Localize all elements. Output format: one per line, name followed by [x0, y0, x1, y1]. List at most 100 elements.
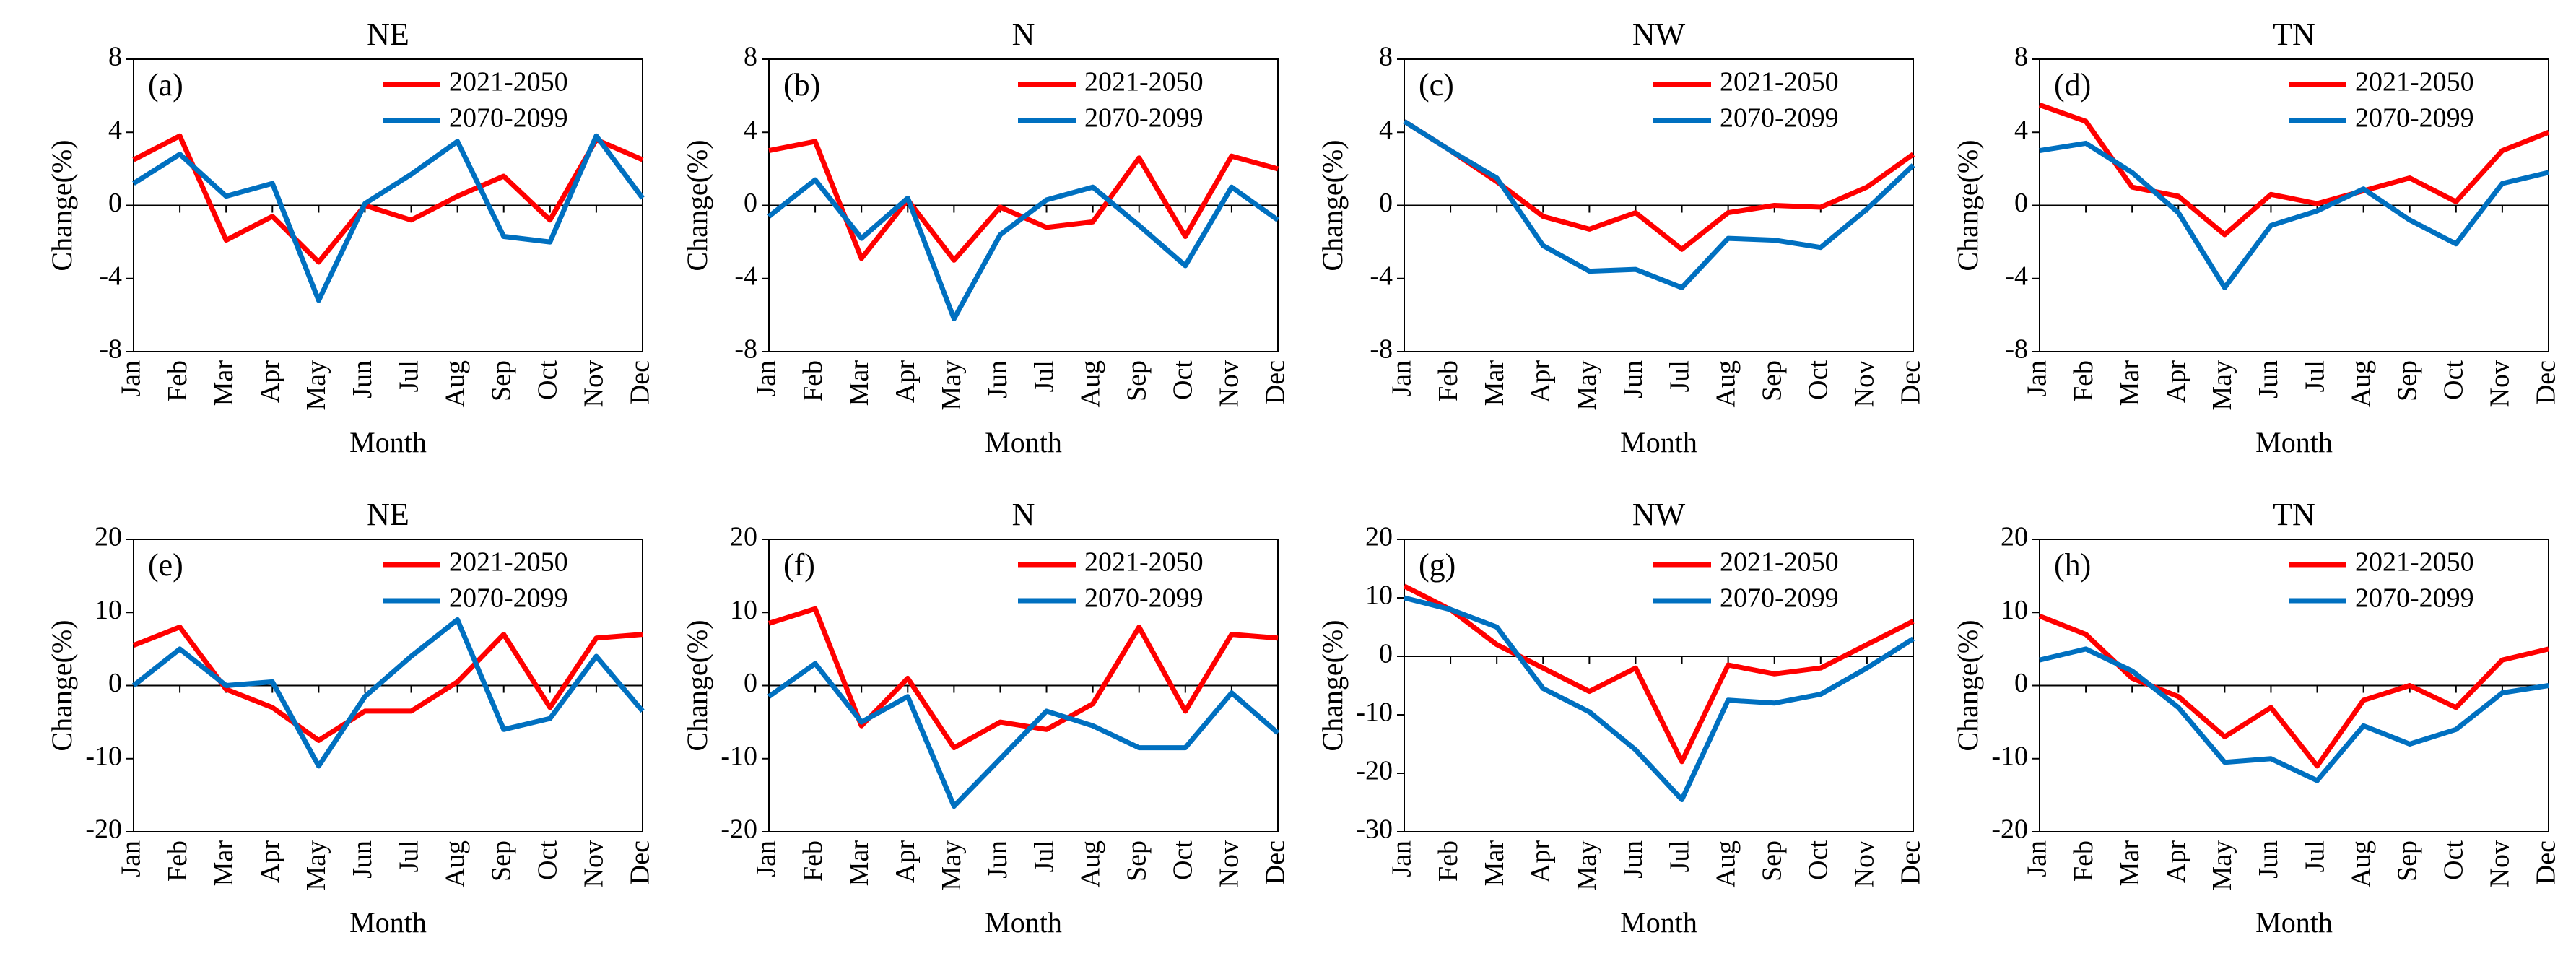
legend-label: 2021-2050: [449, 547, 568, 578]
data-line: [132, 133, 644, 265]
chart-title: TN: [2273, 497, 2315, 532]
y-tick-label: 0: [2014, 668, 2028, 698]
x-tick-label: Jun: [2253, 840, 2284, 879]
x-tick-label: Sep: [1757, 360, 1787, 401]
y-tick-label: 0: [744, 668, 757, 698]
chart-title: N: [1012, 17, 1035, 52]
panel-label: (g): [1419, 547, 1455, 583]
y-tick-label: 8: [1379, 42, 1393, 72]
x-tick-label: Dec: [625, 840, 656, 884]
x-tick-label: Jul: [2299, 840, 2330, 872]
legend-label: 2070-2099: [2355, 583, 2474, 614]
x-axis-label: Month: [2255, 426, 2333, 458]
chart-title: N: [1012, 497, 1035, 532]
x-tick-label: Apr: [1526, 840, 1556, 883]
legend-label: 2021-2050: [449, 67, 568, 97]
x-tick-label: Apr: [2161, 840, 2191, 883]
x-tick-label: Jun: [983, 360, 1013, 399]
x-tick-label: Apr: [255, 840, 285, 883]
y-tick-label: 4: [1379, 115, 1393, 145]
x-axis-label: Month: [985, 426, 1062, 458]
chart-title: NE: [367, 17, 409, 52]
x-tick-label: Apr: [890, 360, 921, 403]
data-line: [1403, 119, 1915, 252]
legend-label: 2070-2099: [2355, 103, 2474, 134]
y-tick-label: -4: [1370, 261, 1393, 291]
y-tick-label: -20: [721, 814, 757, 845]
x-axis-label: Month: [349, 426, 427, 458]
y-axis-label: Change(%): [45, 139, 78, 271]
y-tick-label: -30: [1356, 814, 1393, 845]
x-axis-label: Month: [1620, 426, 1697, 458]
y-axis-label: Change(%): [1316, 139, 1349, 271]
x-tick-label: Sep: [486, 840, 516, 882]
x-tick-label: Aug: [1710, 840, 1741, 887]
x-tick-label: Mar: [844, 360, 874, 406]
x-tick-label: Nov: [1214, 360, 1245, 407]
x-tick-label: Jan: [2022, 840, 2053, 877]
y-tick-label: 20: [730, 522, 757, 552]
y-tick-label: 0: [1379, 639, 1393, 669]
x-tick-label: May: [1572, 360, 1602, 411]
legend-label: 2070-2099: [1720, 103, 1839, 134]
x-tick-label: Jan: [1387, 840, 1417, 877]
x-tick-label: Jan: [752, 360, 782, 397]
x-tick-label: Feb: [1433, 360, 1463, 401]
x-tick-label: Aug: [2346, 840, 2376, 887]
x-tick-label: Oct: [1803, 840, 1834, 880]
x-tick-label: Sep: [2392, 840, 2422, 882]
x-tick-label: Mar: [2115, 360, 2145, 406]
y-tick-label: 10: [95, 595, 122, 625]
x-tick-label: Nov: [2485, 360, 2515, 407]
y-tick-label: 0: [744, 188, 757, 218]
legend-label: 2021-2050: [1720, 67, 1839, 97]
y-tick-label: -20: [1356, 756, 1393, 786]
y-axis-label: Change(%): [681, 619, 713, 751]
y-tick-label: -20: [1991, 814, 2028, 845]
y-tick-label: 0: [108, 668, 122, 698]
legend-label: 2070-2099: [449, 103, 568, 134]
y-axis-label: Change(%): [681, 139, 713, 271]
chart-title: TN: [2273, 17, 2315, 52]
chart-title: NW: [1632, 497, 1686, 532]
data-line: [1403, 583, 1915, 765]
x-tick-label: Jan: [752, 840, 782, 877]
x-tick-label: Oct: [1168, 360, 1198, 400]
x-axis-label: Month: [349, 906, 427, 939]
x-tick-label: Aug: [1710, 360, 1741, 407]
x-axis-label: Month: [2255, 906, 2333, 939]
y-tick-label: 10: [2001, 595, 2028, 625]
x-tick-label: Aug: [440, 840, 470, 887]
y-tick-label: 8: [108, 42, 122, 72]
x-tick-label: Dec: [1896, 360, 1926, 404]
chart-title: NW: [1632, 17, 1686, 52]
x-tick-label: Sep: [1121, 360, 1152, 401]
x-tick-label: Sep: [1757, 840, 1787, 882]
panel-label: (c): [1419, 67, 1454, 103]
y-tick-label: 8: [2014, 42, 2028, 72]
x-tick-label: Jun: [347, 840, 378, 879]
legend-label: 2021-2050: [2355, 67, 2474, 97]
panel-label: (h): [2054, 547, 2091, 583]
x-tick-label: Mar: [1479, 840, 1510, 887]
x-tick-label: Jul: [393, 360, 424, 392]
x-tick-label: Sep: [2392, 360, 2422, 401]
x-tick-label: May: [301, 840, 331, 891]
y-tick-label: 20: [95, 522, 122, 552]
x-tick-label: Jun: [1618, 840, 1648, 879]
legend-label: 2070-2099: [449, 583, 568, 614]
x-tick-label: Feb: [162, 840, 193, 882]
x-tick-label: Sep: [486, 360, 516, 401]
x-tick-label: Apr: [1526, 360, 1556, 403]
data-line: [2038, 614, 2549, 769]
data-line: [767, 606, 1279, 751]
data-line: [767, 661, 1280, 809]
y-tick-label: 8: [744, 42, 757, 72]
x-tick-label: Feb: [2068, 360, 2099, 401]
y-axis-label: Change(%): [1316, 619, 1349, 751]
x-tick-label: Mar: [2115, 840, 2145, 887]
y-tick-label: -4: [734, 261, 757, 291]
x-tick-label: May: [2207, 840, 2237, 891]
x-tick-label: Mar: [1479, 360, 1510, 406]
